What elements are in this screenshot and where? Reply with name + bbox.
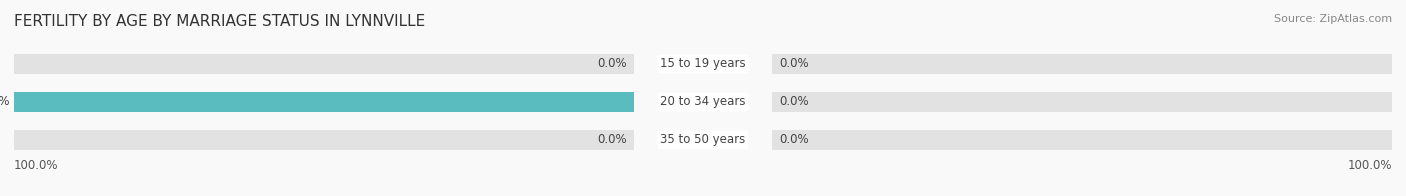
- Bar: [14, 54, 634, 74]
- Text: 35 to 50 years: 35 to 50 years: [661, 133, 745, 146]
- Bar: [772, 54, 1392, 74]
- Text: 0.0%: 0.0%: [779, 57, 808, 71]
- Text: 0.0%: 0.0%: [598, 57, 627, 71]
- Bar: [772, 130, 1392, 150]
- Text: 100.0%: 100.0%: [0, 95, 11, 108]
- Bar: [772, 92, 1392, 112]
- Bar: [14, 130, 634, 150]
- Text: FERTILITY BY AGE BY MARRIAGE STATUS IN LYNNVILLE: FERTILITY BY AGE BY MARRIAGE STATUS IN L…: [14, 14, 425, 29]
- Text: 0.0%: 0.0%: [779, 95, 808, 108]
- Text: 100.0%: 100.0%: [1347, 159, 1392, 172]
- Bar: [14, 92, 634, 112]
- Text: 0.0%: 0.0%: [779, 133, 808, 146]
- Text: Source: ZipAtlas.com: Source: ZipAtlas.com: [1274, 14, 1392, 24]
- Text: 100.0%: 100.0%: [14, 159, 59, 172]
- Bar: [14, 92, 634, 112]
- Text: 20 to 34 years: 20 to 34 years: [661, 95, 745, 108]
- Text: 15 to 19 years: 15 to 19 years: [661, 57, 745, 71]
- Text: 0.0%: 0.0%: [598, 133, 627, 146]
